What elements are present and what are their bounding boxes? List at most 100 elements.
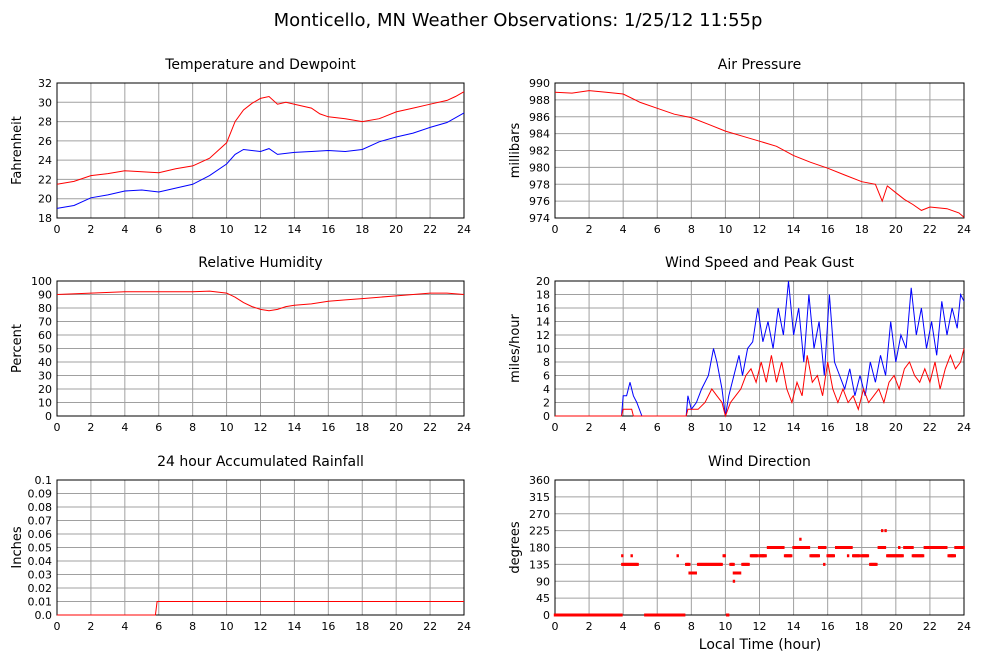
x-tick-label: 6 (155, 620, 162, 633)
x-tick-label: 18 (355, 620, 369, 633)
x-tick-label: 4 (620, 620, 627, 633)
x-tick-label: 8 (189, 421, 196, 434)
x-tick-label: 12 (254, 421, 268, 434)
x-tick-label: 16 (321, 223, 335, 236)
scatter-point (726, 613, 730, 617)
x-tick-label: 16 (321, 620, 335, 633)
y-tick-label: 990 (529, 77, 550, 90)
y-tick-label: 30 (38, 96, 52, 109)
x-tick-label: 12 (753, 223, 767, 236)
y-tick-label: 225 (529, 525, 550, 538)
x-tick-label: 20 (389, 223, 403, 236)
x-tick-label: 22 (923, 223, 937, 236)
scatter-point (850, 546, 853, 549)
y-tick-label: 0.07 (28, 515, 53, 528)
x-tick-label: 2 (586, 620, 593, 633)
x-tick-label: 10 (220, 223, 234, 236)
x-tick-label: 12 (254, 223, 268, 236)
y-tick-label: 976 (529, 195, 550, 208)
x-tick-label: 10 (718, 620, 732, 633)
series-line (56, 91, 465, 185)
x-tick-label: 2 (586, 223, 593, 236)
x-tick-label: 0 (54, 223, 61, 236)
scatter-point (823, 562, 826, 566)
scatter-point (898, 546, 901, 549)
x-tick-label: 2 (87, 421, 94, 434)
x-tick-label: 18 (855, 421, 869, 434)
x-tick-label: 10 (220, 620, 234, 633)
scatter-point (747, 562, 750, 566)
y-tick-label: 18 (38, 212, 52, 225)
x-tick-label: 24 (457, 421, 471, 434)
y-tick-label: 90 (536, 575, 550, 588)
x-tick-label: 8 (189, 223, 196, 236)
y-tick-label: 986 (529, 111, 550, 124)
x-tick-label: 14 (287, 620, 301, 633)
x-tick-label: 18 (355, 421, 369, 434)
scatter-point (782, 546, 785, 549)
y-axis-label: Fahrenheit (10, 116, 25, 185)
y-tick-label: 0 (543, 410, 550, 423)
x-tick-label: 2 (87, 223, 94, 236)
x-tick-label: 24 (957, 421, 971, 434)
series-line (555, 348, 965, 418)
scatter-point (688, 562, 691, 566)
x-tick-label: 14 (287, 223, 301, 236)
scatter-point (682, 613, 686, 617)
y-tick-label: 20 (38, 193, 52, 206)
chart-title: Wind Speed and Peak Gust (665, 255, 854, 271)
y-tick-label: 12 (536, 329, 550, 342)
y-tick-label: 180 (529, 542, 550, 555)
y-tick-label: 974 (529, 212, 550, 225)
x-tick-label: 4 (121, 421, 128, 434)
y-tick-label: 0.01 (28, 596, 53, 609)
y-tick-label: 50 (38, 343, 52, 356)
y-tick-label: 18 (536, 289, 550, 302)
scatter-point (732, 562, 735, 566)
y-tick-label: 60 (38, 329, 52, 342)
chart-title: Wind Direction (708, 454, 811, 470)
y-tick-label: 24 (38, 154, 52, 167)
scatter-point (764, 554, 767, 558)
scatter-point (824, 546, 827, 549)
x-tick-label: 4 (121, 620, 128, 633)
x-tick-label: 0 (552, 620, 559, 633)
page-title: Monticello, MN Weather Observations: 1/2… (274, 10, 763, 31)
series-line (57, 601, 464, 616)
x-tick-label: 12 (254, 620, 268, 633)
x-tick-label: 6 (654, 421, 661, 434)
y-tick-label: 984 (529, 128, 550, 141)
x-tick-label: 6 (155, 223, 162, 236)
y-tick-label: 0.06 (28, 528, 53, 541)
y-tick-label: 100 (31, 275, 52, 288)
x-tick-label: 0 (552, 421, 559, 434)
x-tick-label: 10 (220, 421, 234, 434)
scatter-point (720, 562, 723, 566)
y-tick-label: 315 (529, 491, 550, 504)
series-line (56, 290, 465, 312)
y-tick-label: 0.0 (35, 609, 53, 622)
y-tick-label: 0.03 (28, 569, 53, 582)
x-tick-label: 16 (821, 421, 835, 434)
series-line (554, 90, 965, 218)
x-tick-label: 6 (654, 223, 661, 236)
scatter-point (921, 554, 925, 558)
scatter-point (817, 554, 821, 558)
x-tick-label: 8 (189, 620, 196, 633)
x-tick-label: 0 (54, 421, 61, 434)
y-tick-label: 0.04 (28, 555, 53, 568)
y-tick-label: 22 (38, 173, 52, 186)
y-tick-label: 0.1 (35, 474, 53, 487)
scatter-point (636, 562, 639, 566)
plot-frame (56, 82, 465, 219)
y-tick-label: 8 (543, 356, 550, 369)
y-tick-label: 0.08 (28, 501, 53, 514)
y-tick-label: 14 (536, 316, 550, 329)
y-tick-label: 20 (536, 275, 550, 288)
y-tick-label: 360 (529, 474, 550, 487)
scatter-point (881, 529, 884, 533)
x-tick-label: 6 (155, 421, 162, 434)
